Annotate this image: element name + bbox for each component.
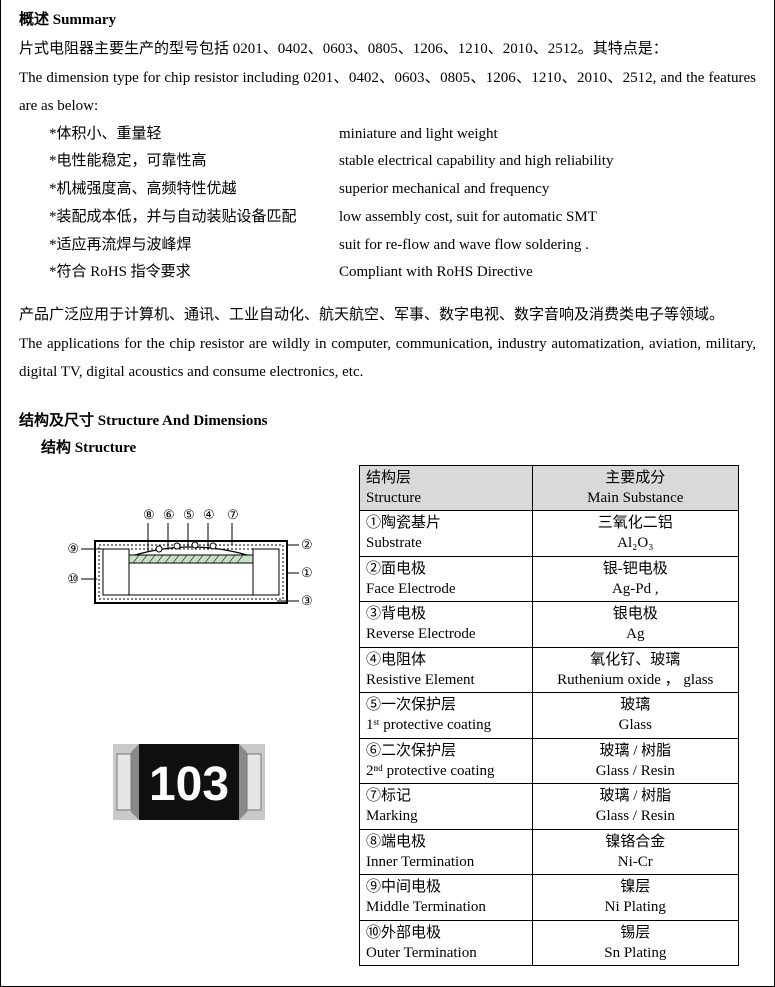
svg-text:⑩: ⑩ bbox=[67, 571, 79, 586]
chip-photo: 103 bbox=[19, 740, 359, 829]
left-column: ⑧ ⑥ ⑤ ④ ⑦ ⑨ ⑩ ② bbox=[19, 465, 359, 829]
svg-text:⑧: ⑧ bbox=[143, 507, 155, 522]
structure-table-wrap: 结构层 Structure 主要成分 Main Substance ①陶瓷基片S… bbox=[359, 465, 739, 967]
feature-zh: *装配成本低，并与自动装贴设备匹配 bbox=[19, 204, 339, 232]
feature-zh: *适应再流焊与波峰焊 bbox=[19, 232, 339, 260]
summary-zh-intro: 片式电阻器主要生产的型号包括 0201、0402、0603、0805、1206、… bbox=[19, 35, 756, 64]
feature-zh: *机械强度高、高频特性优越 bbox=[19, 176, 339, 204]
structure-table: 结构层 Structure 主要成分 Main Substance ①陶瓷基片S… bbox=[359, 465, 739, 967]
table-row: ③背电极Reverse Electrode银电极Ag bbox=[360, 602, 739, 648]
svg-text:①: ① bbox=[301, 565, 313, 580]
table-cell-substance: 镍铬合金Ni-Cr bbox=[532, 829, 738, 875]
feature-row: *装配成本低，并与自动装贴设备匹配low assembly cost, suit… bbox=[19, 204, 756, 232]
table-row: ①陶瓷基片Substrate三氧化二铝Al₂O₃ bbox=[360, 511, 739, 557]
table-header-structure: 结构层 Structure bbox=[360, 465, 533, 511]
table-cell-structure: ⑥二次保护层2ⁿᵈ protective coating bbox=[360, 738, 533, 784]
table-cell-substance: 锡层Sn Plating bbox=[532, 920, 738, 966]
table-row: ⑩外部电极Outer Termination锡层Sn Plating bbox=[360, 920, 739, 966]
table-cell-substance: 银电极Ag bbox=[532, 602, 738, 648]
svg-text:⑥: ⑥ bbox=[163, 507, 175, 522]
feature-en: Compliant with RoHS Directive bbox=[339, 259, 756, 287]
svg-text:⑦: ⑦ bbox=[227, 507, 239, 522]
structure-heading: 结构及尺寸 Structure And Dimensions bbox=[19, 409, 756, 430]
feature-row: *适应再流焊与波峰焊suit for re-flow and wave flow… bbox=[19, 232, 756, 260]
table-cell-structure: ⑤一次保护层1ˢᵗ protective coating bbox=[360, 693, 533, 739]
feature-zh: *电性能稳定，可靠性高 bbox=[19, 148, 339, 176]
summary-en-app: The applications for the chip resistor a… bbox=[19, 330, 756, 387]
table-cell-structure: ①陶瓷基片Substrate bbox=[360, 511, 533, 557]
feature-list: *体积小、重量轻miniature and light weight*电性能稳定… bbox=[19, 121, 756, 288]
svg-text:④: ④ bbox=[203, 507, 215, 522]
feature-en: low assembly cost, suit for automatic SM… bbox=[339, 204, 756, 232]
feature-zh: *符合 RoHS 指令要求 bbox=[19, 259, 339, 287]
table-row: ②面电极Face Electrode银-钯电极Ag-Pd , bbox=[360, 556, 739, 602]
table-cell-structure: ⑦标记Marking bbox=[360, 784, 533, 830]
summary-heading: 概述 Summary bbox=[19, 8, 756, 29]
feature-en: miniature and light weight bbox=[339, 121, 756, 149]
chip-marking-text: 103 bbox=[149, 758, 229, 811]
svg-text:③: ③ bbox=[301, 593, 313, 608]
table-row: ④电阻体Resistive Element氧化钌、玻璃Ruthenium oxi… bbox=[360, 647, 739, 693]
svg-text:②: ② bbox=[301, 537, 313, 552]
svg-text:⑤: ⑤ bbox=[183, 507, 195, 522]
table-row: ⑧端电极Inner Termination镍铬合金Ni-Cr bbox=[360, 829, 739, 875]
table-cell-substance: 玻璃 / 树脂Glass / Resin bbox=[532, 784, 738, 830]
table-header-substance: 主要成分 Main Substance bbox=[532, 465, 738, 511]
structure-section: ⑧ ⑥ ⑤ ④ ⑦ ⑨ ⑩ ② bbox=[19, 465, 756, 967]
table-cell-structure: ④电阻体Resistive Element bbox=[360, 647, 533, 693]
table-cell-structure: ⑩外部电极Outer Termination bbox=[360, 920, 533, 966]
svg-text:⑨: ⑨ bbox=[67, 541, 79, 556]
feature-en: suit for re-flow and wave flow soldering… bbox=[339, 232, 756, 260]
table-row: ⑥二次保护层2ⁿᵈ protective coating玻璃 / 树脂Glass… bbox=[360, 738, 739, 784]
feature-row: *机械强度高、高频特性优越superior mechanical and fre… bbox=[19, 176, 756, 204]
table-cell-substance: 镍层Ni Plating bbox=[532, 875, 738, 921]
page-container: 概述 Summary 片式电阻器主要生产的型号包括 0201、0402、0603… bbox=[0, 0, 775, 987]
table-cell-substance: 三氧化二铝Al₂O₃ bbox=[532, 511, 738, 557]
table-cell-structure: ②面电极Face Electrode bbox=[360, 556, 533, 602]
feature-row: *电性能稳定，可靠性高stable electrical capability … bbox=[19, 148, 756, 176]
structure-subheading: 结构 Structure bbox=[41, 436, 756, 457]
table-cell-substance: 银-钯电极Ag-Pd , bbox=[532, 556, 738, 602]
feature-en: stable electrical capability and high re… bbox=[339, 148, 756, 176]
feature-row: *符合 RoHS 指令要求Compliant with RoHS Directi… bbox=[19, 259, 756, 287]
table-cell-structure: ⑨中间电极Middle Termination bbox=[360, 875, 533, 921]
table-row: ⑦标记Marking玻璃 / 树脂Glass / Resin bbox=[360, 784, 739, 830]
table-cell-substance: 氧化钌、玻璃Ruthenium oxide ， glass bbox=[532, 647, 738, 693]
table-cell-substance: 玻璃Glass bbox=[532, 693, 738, 739]
feature-row: *体积小、重量轻miniature and light weight bbox=[19, 121, 756, 149]
table-cell-structure: ③背电极Reverse Electrode bbox=[360, 602, 533, 648]
table-cell-substance: 玻璃 / 树脂Glass / Resin bbox=[532, 738, 738, 784]
summary-zh-app: 产品广泛应用于计算机、通讯、工业自动化、航天航空、军事、数字电视、数字音响及消费… bbox=[19, 301, 756, 330]
table-row: ⑤一次保护层1ˢᵗ protective coating玻璃Glass bbox=[360, 693, 739, 739]
table-cell-structure: ⑧端电极Inner Termination bbox=[360, 829, 533, 875]
cross-section-diagram: ⑧ ⑥ ⑤ ④ ⑦ ⑨ ⑩ ② bbox=[19, 505, 359, 630]
feature-zh: *体积小、重量轻 bbox=[19, 121, 339, 149]
summary-en-intro: The dimension type for chip resistor inc… bbox=[19, 64, 756, 121]
table-row: ⑨中间电极Middle Termination镍层Ni Plating bbox=[360, 875, 739, 921]
feature-en: superior mechanical and frequency bbox=[339, 176, 756, 204]
